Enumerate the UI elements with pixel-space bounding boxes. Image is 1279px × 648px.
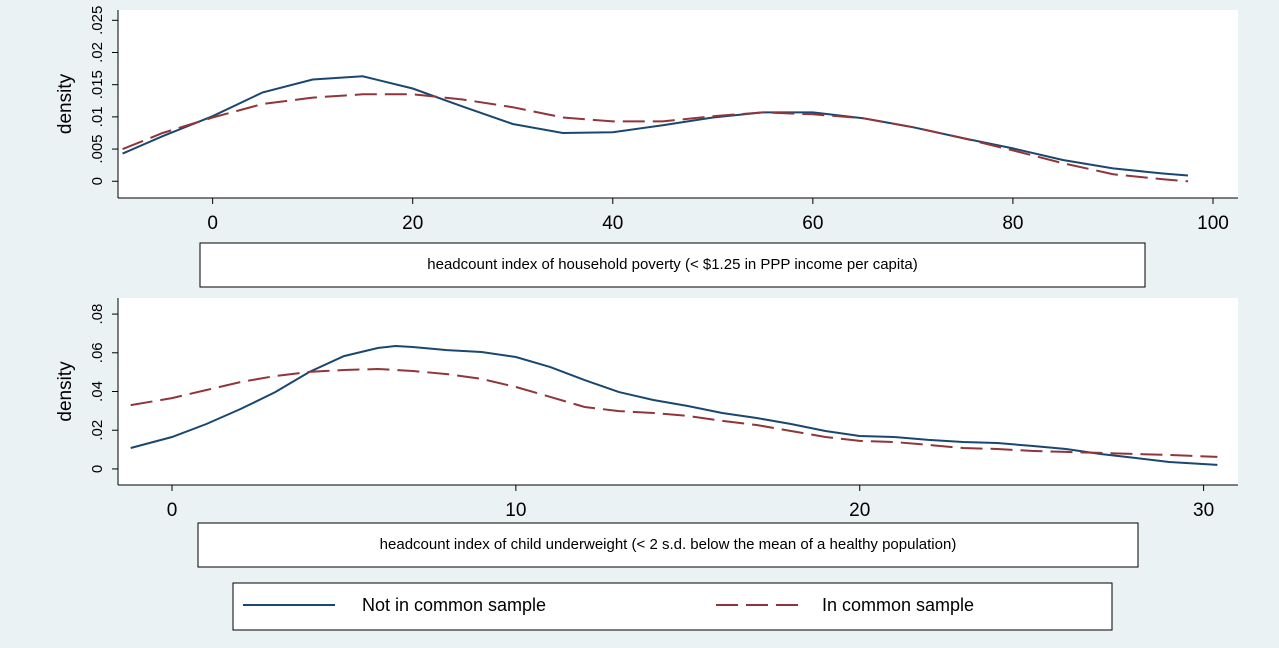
legend-label: Not in common sample — [362, 595, 546, 615]
y-axis-label: density — [55, 361, 76, 422]
legend-box — [232, 582, 1113, 631]
plot-area — [118, 298, 1238, 485]
series-line — [130, 344, 1218, 466]
x-tick-label: 30 — [1193, 500, 1214, 521]
y-tick-label: .015 — [89, 70, 106, 99]
y-tick-label: .025 — [89, 6, 106, 35]
y-tick-label: .01 — [89, 106, 106, 127]
x-tick-label: 10 — [505, 500, 526, 521]
x-tick-label: 20 — [849, 500, 870, 521]
y-tick-label: .02 — [89, 420, 106, 441]
x-axis-label: headcount index of household poverty (< … — [427, 256, 917, 273]
series-line — [130, 367, 1218, 458]
y-tick-label: .08 — [89, 304, 106, 325]
x-tick-label: 80 — [1002, 213, 1023, 234]
x-axis-label: headcount index of child underweight (< … — [380, 536, 957, 553]
x-tick-label: 100 — [1197, 213, 1229, 234]
x-tick-label: 40 — [602, 213, 623, 234]
y-tick-label: .04 — [89, 381, 106, 402]
y-tick-label: .02 — [89, 42, 106, 63]
x-tick-label: 0 — [207, 213, 218, 234]
x-tick-label: 0 — [167, 500, 178, 521]
legend-label: In common sample — [822, 595, 974, 615]
x-label-box — [199, 242, 1146, 288]
x-label-box — [197, 522, 1139, 568]
x-tick-label: 20 — [402, 213, 423, 234]
y-tick-label: .06 — [89, 342, 106, 363]
y-tick-label: 0 — [89, 177, 106, 185]
plot-area — [118, 10, 1238, 198]
x-tick-label: 60 — [802, 213, 823, 234]
series-line — [122, 75, 1189, 177]
y-tick-label: 0 — [89, 465, 106, 473]
series-line — [122, 93, 1189, 183]
y-axis-label: density — [55, 73, 76, 134]
y-tick-label: .005 — [89, 134, 106, 163]
